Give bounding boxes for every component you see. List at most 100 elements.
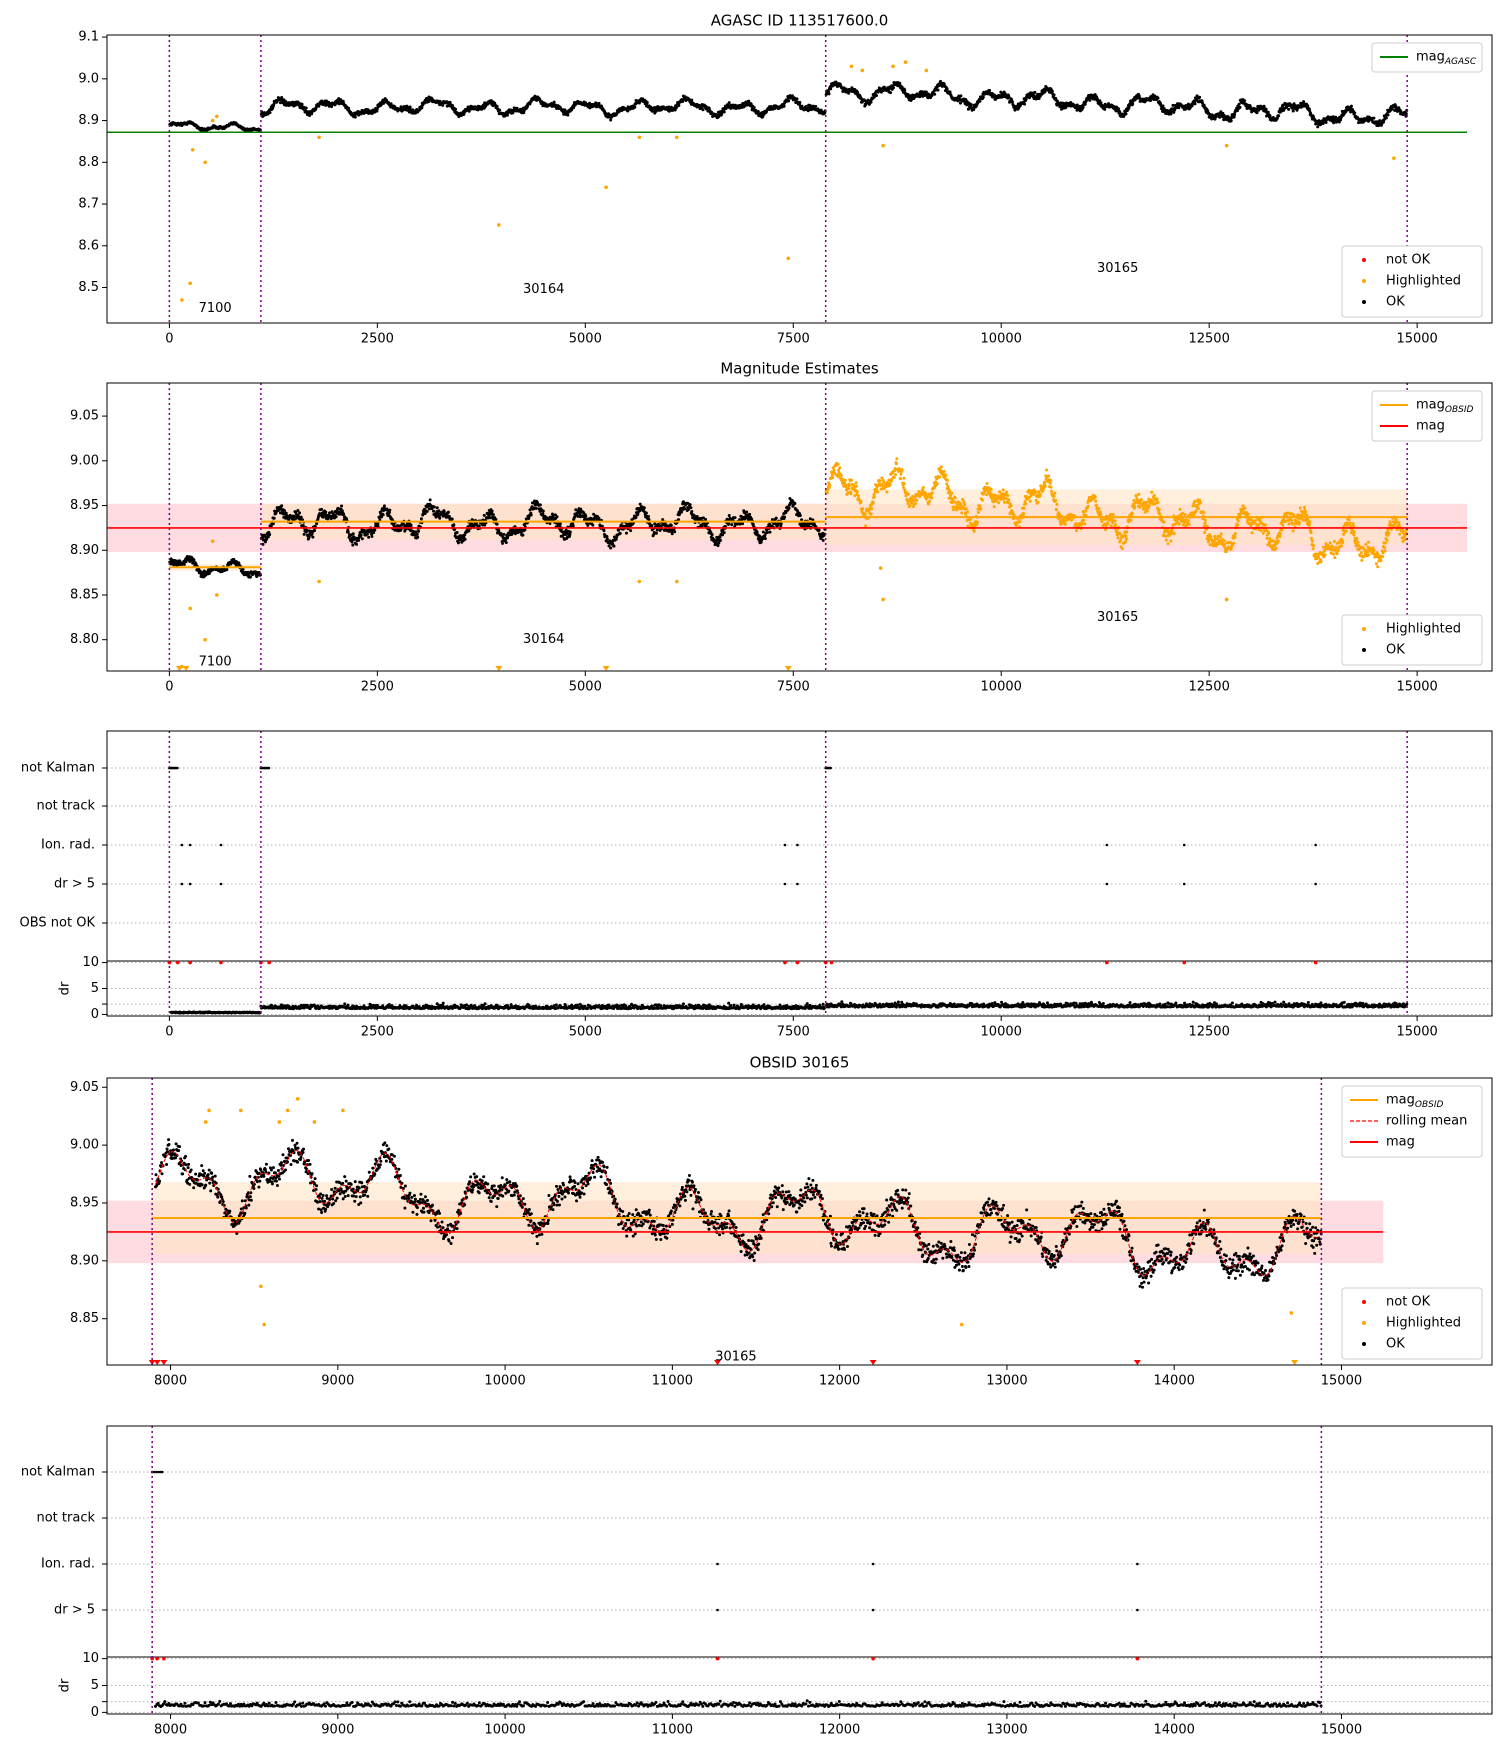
data-point	[438, 516, 442, 520]
legend-label: not OK	[1386, 253, 1431, 268]
data-point	[425, 509, 429, 513]
data-point	[370, 535, 374, 539]
data-point	[506, 113, 510, 117]
data-point	[718, 535, 722, 539]
data-point	[903, 88, 907, 92]
obsid-label: 7100	[199, 301, 232, 316]
data-point	[1161, 104, 1165, 108]
data-point	[1264, 107, 1268, 111]
data-point	[602, 529, 606, 533]
data-point	[1156, 96, 1160, 100]
data-point	[933, 92, 937, 96]
data-point	[609, 546, 613, 550]
data-point	[752, 106, 756, 110]
data-point	[450, 517, 454, 521]
data-point	[1198, 95, 1202, 99]
highlighted-point	[924, 68, 929, 73]
data-point	[885, 490, 889, 494]
data-point	[495, 522, 499, 526]
x-tick-label: 2500	[361, 332, 394, 347]
data-point	[831, 476, 835, 480]
data-point	[381, 513, 385, 517]
data-point	[854, 481, 858, 485]
data-point	[863, 512, 867, 516]
data-point	[869, 512, 873, 516]
chart-title: AGASC ID 113517600.0	[711, 12, 889, 30]
data-point	[861, 507, 865, 511]
data-point	[1316, 125, 1320, 129]
data-point	[488, 516, 492, 520]
highlighted-point	[604, 185, 608, 190]
data-point	[722, 531, 726, 535]
data-point	[859, 500, 863, 504]
data-point	[710, 533, 714, 537]
data-point	[899, 477, 903, 481]
data-point	[313, 529, 317, 533]
data-point	[683, 507, 687, 511]
data-point	[720, 112, 724, 116]
data-point	[774, 516, 778, 520]
data-point	[202, 569, 206, 573]
data-point	[558, 522, 562, 526]
data-point	[490, 509, 494, 513]
data-point	[1372, 116, 1376, 120]
data-point	[1287, 107, 1291, 111]
data-point	[908, 504, 912, 508]
data-point	[437, 509, 441, 513]
data-point	[871, 501, 875, 505]
data-point	[501, 541, 505, 545]
data-point	[454, 107, 458, 111]
data-point	[455, 531, 459, 535]
data-point	[538, 503, 542, 507]
data-point	[521, 533, 525, 537]
data-point	[677, 103, 681, 107]
data-point	[1268, 113, 1272, 117]
legend-marker	[1362, 279, 1366, 283]
data-point	[1023, 102, 1027, 106]
data-point	[828, 483, 832, 487]
data-point	[351, 532, 355, 536]
data-point	[502, 532, 506, 536]
data-point	[944, 473, 948, 477]
data-point	[448, 100, 452, 104]
data-point	[442, 510, 446, 514]
data-point	[644, 511, 648, 515]
data-point	[541, 509, 545, 513]
data-point	[463, 537, 467, 541]
data-point	[787, 99, 791, 103]
data-point	[935, 482, 939, 486]
data-point	[304, 106, 308, 110]
data-point	[417, 529, 421, 533]
data-point	[452, 523, 456, 527]
data-point	[755, 530, 759, 534]
data-point	[324, 510, 328, 514]
data-point	[362, 111, 366, 115]
data-point	[783, 515, 787, 519]
data-point	[1404, 112, 1408, 116]
data-point	[779, 522, 783, 526]
highlighted-point	[496, 223, 501, 227]
data-point	[432, 505, 436, 509]
data-point	[951, 508, 955, 512]
y-tick-label: 8.5	[78, 280, 99, 295]
data-point	[241, 567, 245, 571]
data-point	[355, 542, 359, 546]
data-point	[330, 105, 334, 109]
data-point	[945, 87, 949, 91]
data-point	[482, 513, 486, 517]
data-point	[843, 478, 847, 482]
data-point	[921, 485, 925, 489]
data-point	[904, 494, 908, 498]
data-point	[1177, 106, 1181, 110]
data-point	[768, 530, 772, 534]
data-point	[467, 109, 471, 113]
data-point	[642, 506, 646, 510]
data-point	[876, 490, 880, 494]
data-point	[836, 462, 840, 466]
y-tick-label: 8.8	[78, 155, 99, 170]
data-point	[591, 523, 595, 527]
data-point	[814, 104, 818, 108]
data-point	[942, 469, 946, 473]
data-point	[976, 520, 980, 524]
